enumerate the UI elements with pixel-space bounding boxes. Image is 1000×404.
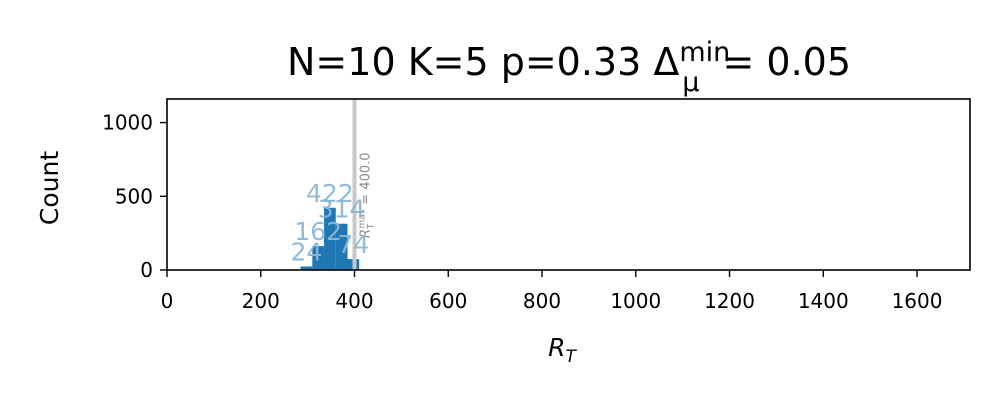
bar-count-label: 74 <box>337 230 369 259</box>
reference-line-label-sup: max <box>358 208 368 228</box>
histogram-bar <box>300 266 313 270</box>
x-axis-label-sub: T <box>565 347 577 367</box>
axes-frame <box>166 98 971 271</box>
reference-line-group: RTmax = 400.0 <box>352 99 377 270</box>
x-tick-label: 600 <box>429 289 467 313</box>
x-tick-label: 0 <box>161 289 174 313</box>
x-axis-label-main: R <box>548 333 565 362</box>
x-axis-label: RT <box>548 333 577 367</box>
histogram-bar <box>324 207 336 270</box>
x-tick-label: 1200 <box>704 289 755 313</box>
bar-count-label: 422 <box>306 179 354 208</box>
y-axis: 0 500 1000 <box>102 111 167 282</box>
x-tick-label: 400 <box>335 289 373 313</box>
reference-line-label-value: = 400.0 <box>359 152 374 208</box>
chart-title: N=10 K=5 p=0.33 Δmin μ = 0.05 <box>287 37 851 98</box>
x-tick-label: 1400 <box>798 289 849 313</box>
y-tick-label: 0 <box>140 258 153 282</box>
reference-line-label-main: R <box>359 229 374 238</box>
bar-count-label: 314 <box>318 195 366 224</box>
x-tick-label: 800 <box>523 289 561 313</box>
x-tick-label: 1000 <box>610 289 661 313</box>
x-tick-label: 200 <box>242 289 280 313</box>
title-prefix: N=10 K=5 p=0.33 Δ <box>287 40 679 84</box>
bar-count-label: 162 <box>294 217 342 246</box>
reference-line-label: RTmax = 400.0 <box>358 152 377 238</box>
y-tick-label: 1000 <box>102 111 153 135</box>
histogram-bar <box>335 223 348 270</box>
x-tick-label: 1600 <box>892 289 943 313</box>
y-axis-label: Count <box>35 151 64 225</box>
title-suffix: = 0.05 <box>722 40 851 84</box>
bar-count-label: 24 <box>291 237 323 266</box>
title-subscript: μ <box>682 67 699 98</box>
histogram-bar <box>312 246 325 270</box>
y-tick-label: 500 <box>115 184 153 208</box>
reference-line-label-sub: T <box>367 223 377 230</box>
title-superscript: min <box>679 37 730 68</box>
x-axis: 0 200 400 600 800 1000 1200 1400 1600 <box>161 270 943 313</box>
